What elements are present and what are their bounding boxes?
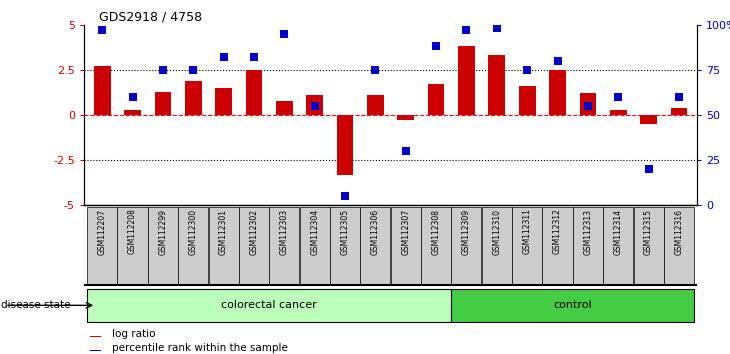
Bar — [671, 108, 687, 115]
Text: GSM112316: GSM112316 — [675, 209, 683, 255]
Bar — [640, 115, 657, 124]
Text: GSM112306: GSM112306 — [371, 209, 380, 255]
Bar — [87, 207, 118, 285]
Point — [339, 193, 351, 199]
Bar — [451, 289, 694, 322]
Point — [248, 55, 260, 60]
Text: GSM112311: GSM112311 — [523, 209, 531, 255]
Bar — [549, 70, 566, 115]
Point — [430, 44, 442, 49]
Bar — [155, 92, 172, 115]
Point — [309, 103, 320, 109]
Bar — [664, 207, 694, 285]
Point — [400, 148, 412, 154]
Bar — [512, 207, 542, 285]
Bar — [276, 101, 293, 115]
Point — [127, 94, 139, 100]
Text: GSM112299: GSM112299 — [158, 209, 167, 255]
Bar — [87, 289, 451, 322]
Text: log ratio: log ratio — [112, 330, 155, 339]
Point — [218, 55, 229, 60]
Text: colorectal cancer: colorectal cancer — [221, 300, 317, 310]
Text: GSM112313: GSM112313 — [583, 209, 592, 255]
Bar — [488, 56, 505, 115]
Bar — [299, 207, 330, 285]
Bar — [397, 115, 414, 120]
Bar — [634, 207, 664, 285]
Bar — [603, 207, 633, 285]
Bar — [185, 81, 201, 115]
Text: GDS2918 / 4758: GDS2918 / 4758 — [99, 10, 201, 23]
Text: GSM112207: GSM112207 — [98, 209, 107, 255]
Bar — [118, 207, 147, 285]
Text: GSM112309: GSM112309 — [462, 209, 471, 255]
Bar — [610, 110, 626, 115]
Point — [188, 67, 199, 73]
Bar — [90, 350, 101, 351]
Text: GSM112308: GSM112308 — [431, 209, 441, 255]
Text: disease state: disease state — [1, 300, 70, 310]
Text: GSM112300: GSM112300 — [189, 209, 198, 255]
Bar — [367, 95, 384, 115]
Bar — [307, 95, 323, 115]
Bar — [269, 207, 299, 285]
Text: control: control — [553, 300, 592, 310]
Text: GSM112314: GSM112314 — [614, 209, 623, 255]
Bar — [178, 207, 208, 285]
Bar — [428, 84, 445, 115]
Bar — [337, 115, 353, 175]
Bar — [148, 207, 178, 285]
Bar — [90, 336, 101, 337]
Bar — [580, 93, 596, 115]
Text: GSM112301: GSM112301 — [219, 209, 228, 255]
Text: GSM112315: GSM112315 — [644, 209, 653, 255]
Point — [582, 103, 593, 109]
Point — [491, 25, 503, 31]
Bar — [245, 70, 262, 115]
Text: GSM112302: GSM112302 — [250, 209, 258, 255]
Text: GSM112304: GSM112304 — [310, 209, 319, 255]
Point — [157, 67, 169, 73]
Bar — [421, 207, 451, 285]
Text: GSM112312: GSM112312 — [553, 209, 562, 255]
Point — [612, 94, 624, 100]
Bar — [451, 207, 482, 285]
Point — [521, 67, 533, 73]
Point — [96, 27, 108, 33]
Point — [673, 94, 685, 100]
Bar — [94, 66, 110, 115]
Point — [278, 31, 290, 37]
Bar — [542, 207, 572, 285]
Bar — [573, 207, 603, 285]
Point — [461, 27, 472, 33]
Bar — [519, 86, 536, 115]
Bar — [209, 207, 239, 285]
Text: GSM112310: GSM112310 — [492, 209, 502, 255]
Text: percentile rank within the sample: percentile rank within the sample — [112, 343, 288, 353]
Bar — [215, 88, 232, 115]
Bar — [391, 207, 420, 285]
Text: GSM112208: GSM112208 — [128, 209, 137, 255]
Point — [369, 67, 381, 73]
Bar — [458, 46, 474, 115]
Point — [642, 166, 654, 172]
Bar — [124, 110, 141, 115]
Point — [552, 58, 564, 64]
Bar — [361, 207, 391, 285]
Bar — [482, 207, 512, 285]
Text: GSM112305: GSM112305 — [340, 209, 350, 255]
Bar — [239, 207, 269, 285]
Bar — [330, 207, 360, 285]
Text: GSM112307: GSM112307 — [402, 209, 410, 255]
Text: GSM112303: GSM112303 — [280, 209, 289, 255]
